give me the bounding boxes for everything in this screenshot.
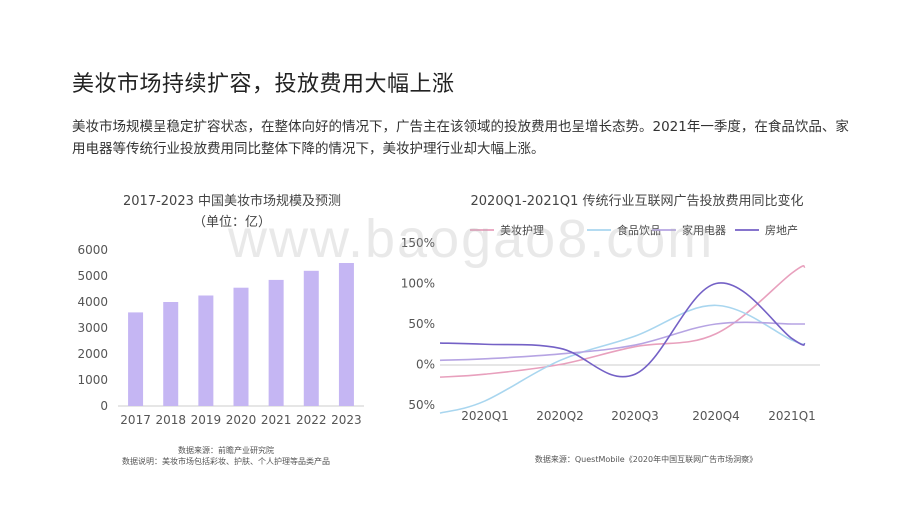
legend-label: 房地产 bbox=[765, 223, 798, 237]
bar-y-tick-label: 2000 bbox=[77, 347, 108, 361]
line-x-tick-label: 2020Q1 bbox=[461, 409, 509, 423]
bar bbox=[198, 295, 214, 406]
line-source-note: 数据来源：QuestMobile《2020年中国互联网广告市场洞察》 bbox=[535, 454, 757, 464]
line-y-tick-label: 100% bbox=[401, 277, 435, 291]
bar-x-axis: 2017 2018 2019 2020 2021 2022 2023 bbox=[120, 413, 361, 427]
bar-chart: 2017-2023 中国美妆市场规模及预测 （单位：亿） 0 1000 2000 30… bbox=[77, 193, 364, 466]
bar bbox=[268, 279, 284, 406]
legend-label: 美妆护理 bbox=[500, 223, 544, 237]
line-chart-title: 2020Q1-2021Q1 传统行业互联网广告投放费用同比变化 bbox=[471, 193, 804, 209]
line-legend: 美妆护理 食品饮品 家用电器 房地产 bbox=[470, 223, 798, 237]
bar-y-tick-label: 4000 bbox=[77, 295, 108, 309]
bar-y-tick-label: 3000 bbox=[77, 321, 108, 335]
bar-source-note: 数据来源：前瞻产业研究院 bbox=[178, 445, 274, 455]
line-x-tick-label: 2020Q4 bbox=[692, 409, 740, 423]
bar-x-tick-label: 2019 bbox=[191, 413, 222, 427]
bar-y-axis: 0 1000 2000 3000 4000 5000 6000 bbox=[77, 243, 108, 413]
line-y-axis: 150% 100% 50% 0% 50% bbox=[401, 236, 435, 412]
bar-series bbox=[128, 263, 354, 406]
line-x-tick-label: 2021Q1 bbox=[768, 409, 816, 423]
line-x-tick-label: 2020Q2 bbox=[536, 409, 584, 423]
line-chart: 2020Q1-2021Q1 传统行业互联网广告投放费用同比变化 美妆护理 食品饮品… bbox=[401, 193, 820, 464]
bar-data-note: 数据说明：美妆市场包括彩妆、护肤、个人护理等品类产品 bbox=[122, 456, 330, 466]
line-x-tick-label: 2020Q3 bbox=[611, 409, 659, 423]
line-x-axis: 2020Q1 2020Q2 2020Q3 2020Q4 2021Q1 bbox=[461, 409, 816, 423]
line-series-path bbox=[439, 321, 805, 362]
bar bbox=[128, 312, 144, 406]
bar-chart-title: 2017-2023 中国美妆市场规模及预测 bbox=[123, 193, 341, 209]
bar-x-tick-label: 2021 bbox=[261, 413, 292, 427]
bar-x-tick-label: 2017 bbox=[120, 413, 151, 427]
line-series-path bbox=[439, 304, 806, 414]
bar bbox=[163, 302, 179, 406]
line-y-tick-label: 150% bbox=[401, 236, 435, 250]
page-description: 美妆市场规模呈稳定扩容状态，在整体向好的情况下，广告主在该领域的投放费用也呈增长… bbox=[72, 119, 849, 157]
bar-y-tick-label: 0 bbox=[100, 399, 108, 413]
bar-x-tick-label: 2022 bbox=[296, 413, 327, 427]
legend-label: 食品饮品 bbox=[617, 223, 661, 237]
bar-y-tick-label: 5000 bbox=[77, 269, 108, 283]
bar-x-tick-label: 2018 bbox=[155, 413, 186, 427]
line-series-path bbox=[439, 282, 806, 378]
line-y-tick-label: 50% bbox=[408, 398, 435, 412]
bar bbox=[233, 287, 249, 406]
bar-chart-subtitle: （单位：亿） bbox=[193, 215, 271, 230]
bar-y-tick-label: 1000 bbox=[77, 373, 108, 387]
line-y-tick-label: 50% bbox=[408, 317, 435, 331]
page-title: 美妆市场持续扩容，投放费用大幅上涨 bbox=[72, 72, 455, 97]
bar bbox=[338, 263, 354, 406]
bar-x-tick-label: 2023 bbox=[331, 413, 362, 427]
legend-label: 家用电器 bbox=[682, 223, 726, 237]
line-series-path bbox=[439, 265, 806, 378]
bar-x-tick-label: 2020 bbox=[226, 413, 257, 427]
line-y-tick-label: 0% bbox=[416, 358, 435, 372]
line-series bbox=[439, 265, 806, 414]
bar bbox=[303, 270, 319, 406]
bar-y-tick-label: 6000 bbox=[77, 243, 108, 257]
